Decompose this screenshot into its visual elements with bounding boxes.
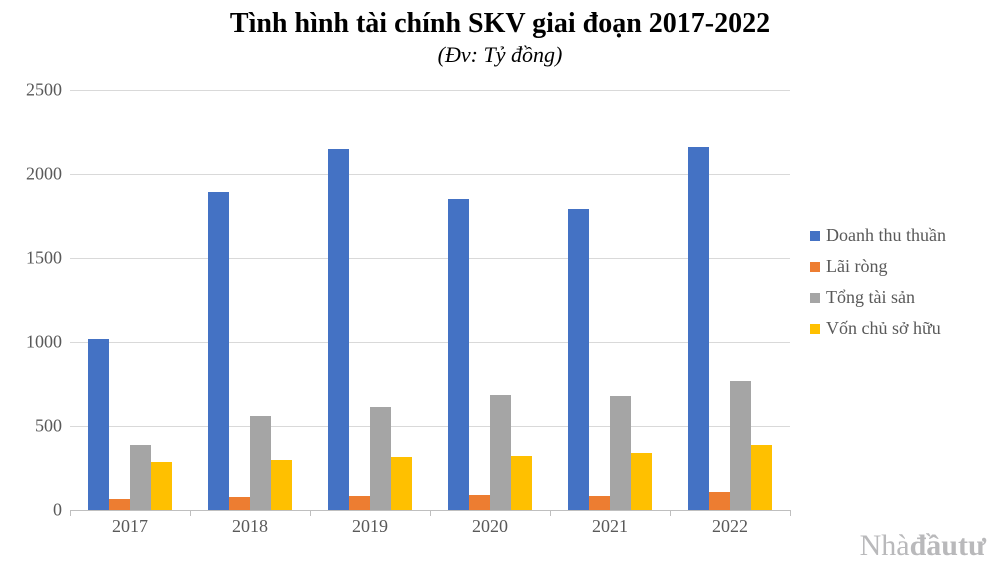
x-axis: 201720182019202020212022	[70, 510, 790, 550]
bar	[328, 149, 349, 510]
legend-item: Vốn chủ sở hữu	[810, 318, 990, 339]
bar	[151, 462, 172, 510]
title-block: Tình hình tài chính SKV giai đoạn 2017-2…	[0, 0, 1000, 68]
legend-swatch	[810, 262, 820, 272]
x-tick-mark	[550, 510, 551, 516]
bar	[88, 339, 109, 510]
bar	[391, 457, 412, 510]
bar	[511, 456, 532, 510]
bar	[349, 496, 370, 510]
bar	[229, 497, 250, 510]
x-tick-mark	[70, 510, 71, 516]
legend-item: Doanh thu thuần	[810, 225, 990, 246]
gridline	[70, 342, 790, 343]
bar	[250, 416, 271, 510]
plot-area: 05001000150020002500	[70, 90, 790, 511]
legend-swatch	[810, 231, 820, 241]
bar	[589, 496, 610, 510]
bar	[610, 396, 631, 510]
watermark: Nhàđầutư	[860, 529, 986, 563]
legend: Doanh thu thuần Lãi ròng Tổng tài sản Vốn c…	[810, 225, 990, 349]
bar	[109, 499, 130, 510]
chart-title: Tình hình tài chính SKV giai đoạn 2017-2…	[0, 8, 1000, 40]
legend-swatch	[810, 293, 820, 303]
y-tick-label: 1000	[26, 332, 62, 353]
bar	[448, 199, 469, 510]
gridline	[70, 90, 790, 91]
x-tick-mark	[310, 510, 311, 516]
y-tick-label: 0	[53, 500, 62, 521]
bar	[709, 492, 730, 510]
legend-swatch	[810, 324, 820, 334]
x-tick-mark	[790, 510, 791, 516]
chart-container: Tình hình tài chính SKV giai đoạn 2017-2…	[0, 0, 1000, 573]
y-tick-label: 2000	[26, 164, 62, 185]
x-tick-mark	[670, 510, 671, 516]
legend-label: Vốn chủ sở hữu	[826, 318, 941, 339]
bar	[751, 445, 772, 510]
bar	[370, 407, 391, 510]
gridline	[70, 426, 790, 427]
x-tick-label: 2021	[550, 516, 670, 537]
bar	[208, 192, 229, 510]
bar	[730, 381, 751, 510]
x-tick-label: 2018	[190, 516, 310, 537]
watermark-bold: đầutư	[910, 529, 986, 562]
x-tick-mark	[430, 510, 431, 516]
legend-item: Tổng tài sản	[810, 287, 990, 308]
x-tick-label: 2020	[430, 516, 550, 537]
legend-label: Doanh thu thuần	[826, 225, 946, 246]
bar	[490, 395, 511, 510]
bar	[130, 445, 151, 510]
legend-label: Lãi ròng	[826, 256, 887, 277]
gridline	[70, 258, 790, 259]
bar	[688, 147, 709, 510]
x-tick-label: 2019	[310, 516, 430, 537]
bar	[631, 453, 652, 510]
legend-label: Tổng tài sản	[826, 287, 915, 308]
chart-subtitle: (Đv: Tỷ đồng)	[0, 42, 1000, 68]
x-tick-label: 2022	[670, 516, 790, 537]
watermark-light: Nhà	[860, 529, 910, 562]
y-tick-label: 2500	[26, 80, 62, 101]
gridline	[70, 174, 790, 175]
x-tick-label: 2017	[70, 516, 190, 537]
x-tick-mark	[190, 510, 191, 516]
bar	[469, 495, 490, 510]
y-tick-label: 500	[35, 416, 62, 437]
legend-item: Lãi ròng	[810, 256, 990, 277]
bar	[568, 209, 589, 510]
bar	[271, 460, 292, 510]
y-tick-label: 1500	[26, 248, 62, 269]
